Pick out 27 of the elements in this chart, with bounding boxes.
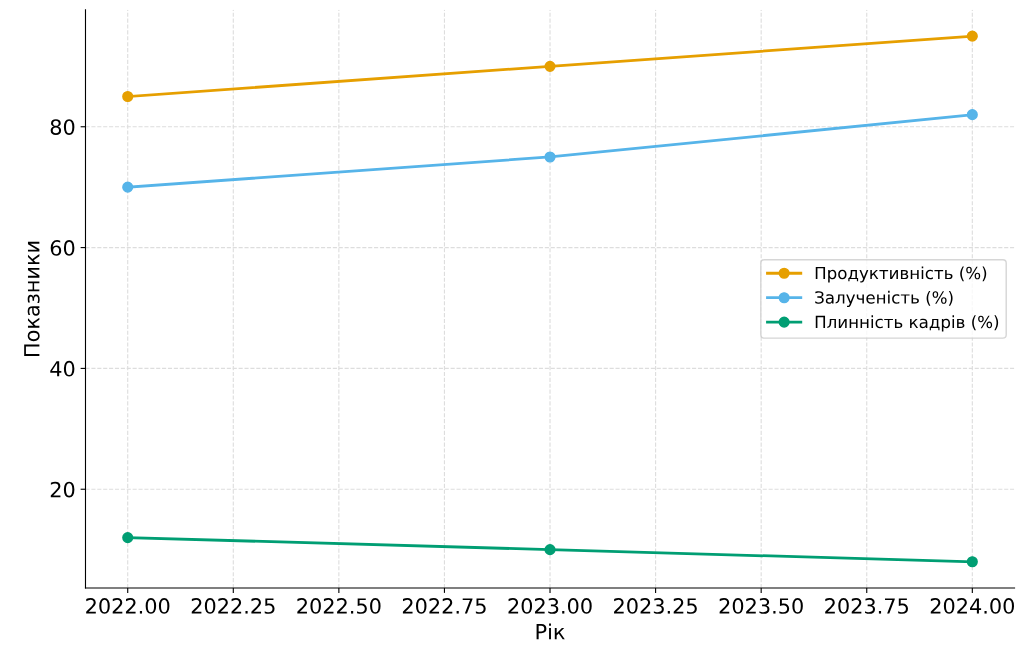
point (966, 556, 978, 568)
point (122, 181, 134, 193)
legend-label: Залученість (%) (815, 290, 953, 307)
x-tick-label: 2024.00 (930, 598, 1015, 614)
x-tick-label: 2023.75 (825, 598, 908, 614)
x-tick-label: 2022.00 (86, 598, 170, 614)
x-tick-label: 2022.50 (297, 598, 381, 614)
y-tick-label: 40 (50, 360, 75, 377)
point (122, 90, 134, 103)
y-tick-label: 60 (50, 240, 75, 256)
point (966, 109, 978, 121)
y-tick-label: 80 (50, 119, 75, 135)
x-tick-label: 2022.75 (402, 598, 486, 614)
y-tick-label: 20 (50, 481, 75, 498)
point (544, 151, 556, 163)
point (966, 30, 978, 42)
x-tick-label: 2023.25 (614, 598, 697, 614)
legend-label: Плинність кадрів (%) (815, 315, 999, 332)
x-tick-label: 2023.50 (719, 598, 803, 614)
x-tick-label: 2023.00 (508, 598, 592, 614)
point (544, 544, 556, 556)
y-axis-title: Показники (24, 241, 40, 356)
x-axis-title: Рік (536, 623, 565, 640)
x-tick-label: 2022.25 (191, 598, 275, 614)
point (544, 60, 556, 72)
point (122, 532, 134, 544)
legend-label: Продуктивність (%) (815, 266, 987, 283)
